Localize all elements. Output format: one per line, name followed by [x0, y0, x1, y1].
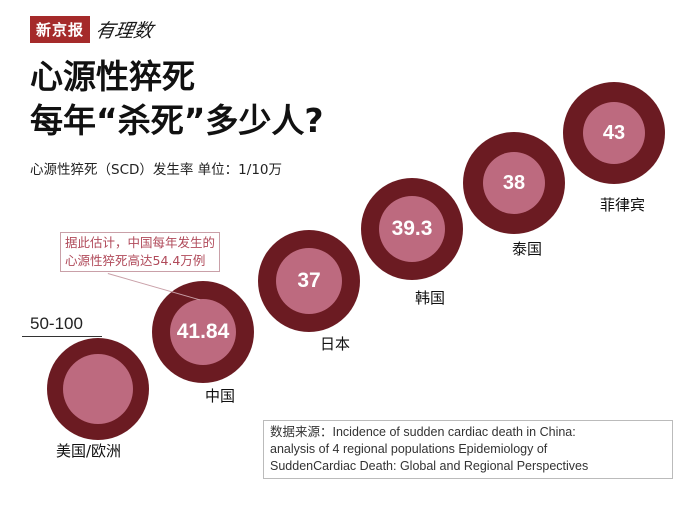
- source-line-3: SuddenCardiac Death: Global and Regional…: [270, 459, 589, 473]
- note-line-1: 据此估计，中国每年发生的: [65, 235, 216, 250]
- brand-logo: 新京报 有理数: [30, 16, 155, 43]
- country-label-2: 日本: [320, 335, 351, 353]
- bubble-value-2: 37: [276, 248, 342, 314]
- note-line-2: 心源性猝死高达54.4万例: [65, 253, 206, 268]
- country-label-0: 美国/欧洲: [56, 442, 122, 460]
- us-europe-range-label: 50-100: [30, 314, 83, 333]
- bubble-value-5: 43: [583, 102, 645, 164]
- bubble-value-4: 38: [483, 152, 545, 214]
- country-label-5: 菲律宾: [600, 196, 646, 214]
- title-line-2: 每年“杀死”多少人?: [30, 101, 324, 140]
- title-line-1: 心源性猝死: [30, 57, 195, 96]
- country-label-3: 韩国: [415, 289, 446, 307]
- page-title: 心源性猝死 每年“杀死”多少人?: [30, 55, 324, 143]
- source-line-2: analysis of 4 regional populations Epide…: [270, 442, 548, 456]
- source-box: 数据来源：Incidence of sudden cardiac death i…: [263, 420, 673, 479]
- chart-subtitle: 心源性猝死（SCD）发生率 单位：1/10万: [30, 162, 282, 178]
- range-underline: [22, 336, 102, 337]
- country-label-1: 中国: [205, 387, 236, 405]
- china-estimate-note: 据此估计，中国每年发生的 心源性猝死高达54.4万例: [60, 232, 221, 272]
- country-label-4: 泰国: [512, 240, 543, 258]
- brand-name: 新京报: [30, 16, 91, 43]
- bubble-value-1: 41.84: [170, 299, 236, 365]
- bubble-value-3: 39.3: [379, 196, 445, 262]
- brand-column: 有理数: [93, 20, 155, 42]
- source-line-1: 数据来源：Incidence of sudden cardiac death i…: [270, 425, 576, 439]
- bubble-value-0: [63, 354, 133, 424]
